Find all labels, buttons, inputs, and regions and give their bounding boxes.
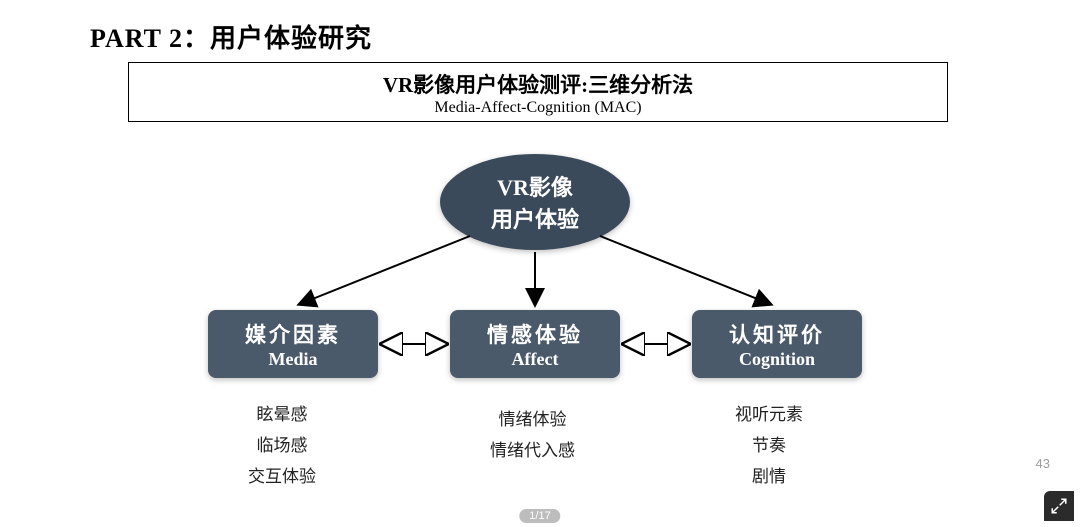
root-line2: 用户体验	[491, 202, 579, 234]
page-title: PART 2：用户体验研究	[90, 18, 372, 55]
title-box: VR影像用户体验测评:三维分析法 Media-Affect-Cognition …	[128, 62, 948, 122]
sublist-cognition-item-0: 视听元素	[735, 400, 803, 425]
root-line1: VR影像	[497, 170, 573, 202]
sublist-cognition-item-2: 剧情	[752, 462, 786, 487]
leaf-affect-zh: 情感体验	[487, 319, 583, 349]
page-number: 43	[1036, 456, 1050, 471]
leaf-cognition: 认知评价Cognition	[692, 310, 862, 378]
leaf-affect-en: Affect	[512, 349, 559, 370]
page-indicator: 1/17	[519, 509, 560, 523]
slide: PART 2：用户体验研究 VR影像用户体验测评:三维分析法 Media-Aff…	[0, 0, 1080, 527]
sublist-cognition-item-1: 节奏	[752, 431, 786, 456]
sublist-media-item-0: 眩晕感	[257, 400, 308, 425]
leaf-cognition-zh: 认知评价	[729, 319, 825, 349]
title-line1: VR影像用户体验测评:三维分析法	[139, 69, 937, 99]
leaf-affect: 情感体验Affect	[450, 310, 620, 378]
sublist-media: 眩晕感临场感交互体验	[248, 400, 316, 487]
leaf-cognition-en: Cognition	[739, 349, 815, 370]
sublist-cognition: 视听元素节奏剧情	[735, 400, 803, 487]
sublist-media-item-2: 交互体验	[248, 462, 316, 487]
leaf-media: 媒介因素Media	[208, 310, 378, 378]
expand-icon[interactable]	[1044, 491, 1074, 521]
leaf-media-zh: 媒介因素	[245, 319, 341, 349]
sublist-media-item-1: 临场感	[257, 431, 308, 456]
sublist-affect-item-0: 情绪体验	[499, 405, 567, 430]
sublist-affect: 情绪体验情绪代入感	[490, 405, 575, 461]
title-line2: Media-Affect-Cognition (MAC)	[139, 99, 937, 117]
root-node: VR影像 用户体验	[440, 154, 630, 250]
leaf-media-en: Media	[269, 349, 318, 370]
sublist-affect-item-1: 情绪代入感	[490, 436, 575, 461]
